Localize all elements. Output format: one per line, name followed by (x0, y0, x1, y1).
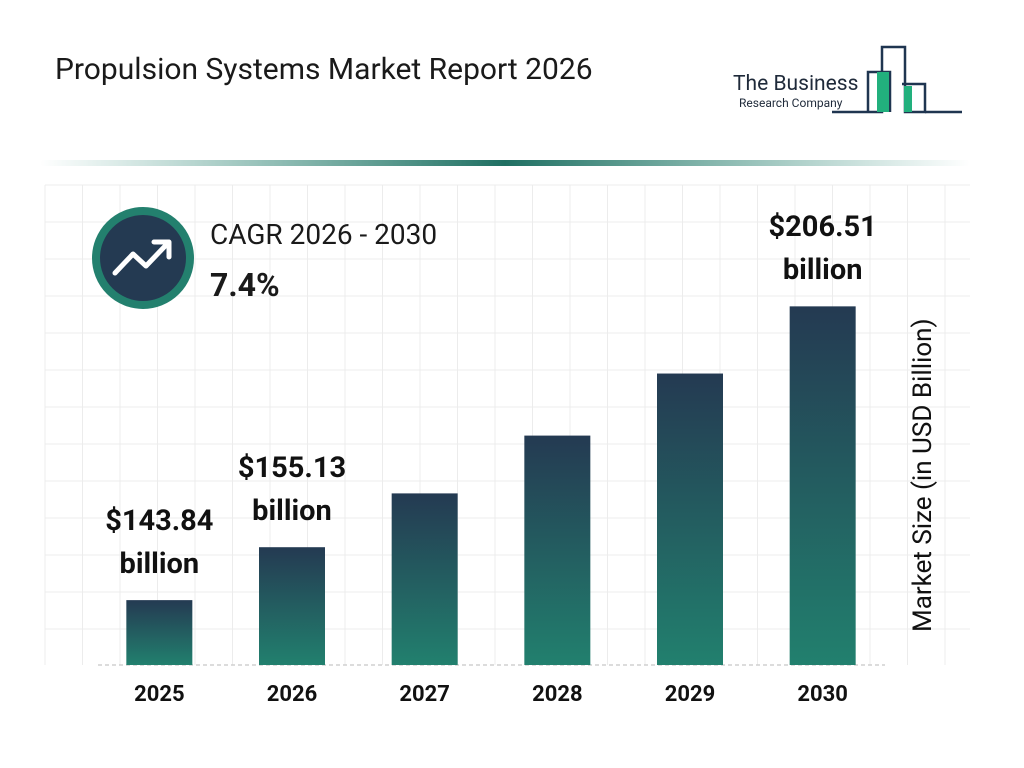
x-tick-label: 2028 (532, 682, 583, 707)
logo-name: The Business (733, 72, 859, 96)
chart-title: Propulsion Systems Market Report 2026 (55, 52, 593, 87)
bar (657, 373, 723, 665)
logo-icon (832, 45, 962, 114)
separator (40, 160, 970, 166)
value-label: $155.13 billion (237, 451, 347, 529)
x-tick-label: 2026 (266, 682, 318, 707)
value-label: $143.84 billion (105, 504, 214, 582)
cagr-value: 7.4% (210, 266, 280, 304)
x-tick-label: 2029 (664, 682, 716, 707)
value-label: $206.51 billion (768, 210, 877, 288)
logo-subtitle: Research Company (739, 96, 843, 110)
bar (259, 547, 325, 665)
cagr-label: CAGR 2026 - 2030 (210, 218, 438, 251)
bar (789, 306, 856, 665)
bars (126, 306, 856, 665)
x-tick-label: 2027 (399, 682, 450, 707)
x-tick-label: 2030 (797, 682, 848, 707)
cagr-icon (92, 207, 194, 309)
y-axis-label: Market Size (in USD Billion) (908, 318, 938, 632)
bar (524, 435, 591, 665)
bar (126, 600, 193, 665)
x-tick-label: 2025 (134, 682, 185, 707)
bar (391, 493, 458, 665)
